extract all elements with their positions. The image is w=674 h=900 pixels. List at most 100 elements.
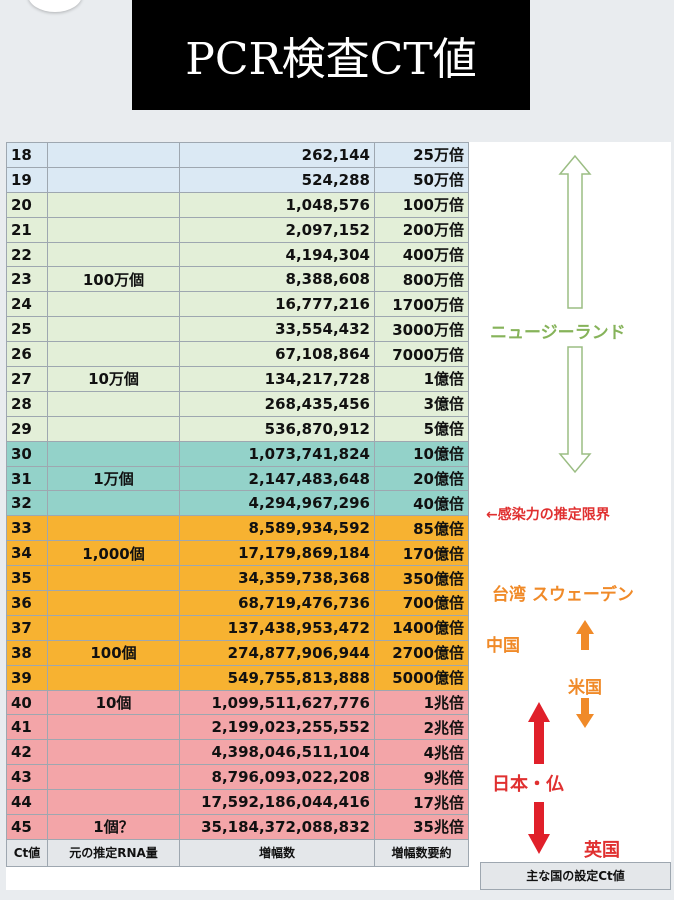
- table-row: 38 100個 274,877,906,944 2700億倍: [6, 639, 469, 666]
- cell-amp: 1,073,741,824: [179, 440, 375, 467]
- cell-approx: 5000億倍: [374, 664, 469, 691]
- japan-up-arrow-icon: [528, 702, 550, 764]
- cell-approx: 5億倍: [374, 415, 469, 442]
- cell-approx: 350億倍: [374, 565, 469, 592]
- cell-amp: 536,870,912: [179, 415, 375, 442]
- cell-ct: 19: [6, 166, 48, 193]
- usa-up-arrow-icon: [576, 620, 594, 650]
- table-row: 19 524,288 50万倍: [6, 166, 469, 193]
- cell-rna: [47, 440, 180, 467]
- cell-amp: 268,435,456: [179, 390, 375, 417]
- arrows-layer: [528, 154, 594, 854]
- cell-ct: 20: [6, 191, 48, 218]
- cell-amp: 8,796,093,022,208: [179, 764, 375, 791]
- header-ct: Ct値: [6, 838, 48, 867]
- cell-approx: 170億倍: [374, 540, 469, 567]
- cell-rna: [47, 291, 180, 318]
- header-amp: 増幅数: [179, 838, 375, 867]
- cell-approx: 3億倍: [374, 390, 469, 417]
- cell-amp: 4,194,304: [179, 241, 375, 268]
- cell-amp: 549,755,813,888: [179, 664, 375, 691]
- cell-ct: 25: [6, 316, 48, 343]
- cell-amp: 4,398,046,511,104: [179, 739, 375, 766]
- nz-up-arrow-icon: [558, 154, 592, 309]
- table-row: 23 100万個 8,388,608 800万倍: [6, 266, 469, 293]
- cell-approx: 25万倍: [374, 142, 469, 168]
- cell-amp: 1,099,511,627,776: [179, 689, 375, 716]
- cell-rna: [47, 565, 180, 592]
- table-row: 45 1個？ 35,184,372,088,832 35兆倍: [6, 814, 469, 840]
- cell-rna: [47, 664, 180, 691]
- cell-approx: 1億倍: [374, 366, 469, 392]
- cell-ct: 22: [6, 241, 48, 268]
- page-title: PCR検査CT値: [132, 0, 530, 110]
- cell-rna: [47, 590, 180, 616]
- ct-table-sheet: 18 262,144 25万倍 19 524,288 50万倍 20 1,048,576 100…: [6, 142, 671, 890]
- cell-approx: 1兆倍: [374, 689, 469, 716]
- cell-approx: 400万倍: [374, 241, 469, 268]
- table-row: 35 34,359,738,368 350億倍: [6, 565, 469, 592]
- cell-ct: 28: [6, 390, 48, 417]
- cell-approx: 35兆倍: [374, 814, 469, 840]
- cell-ct: 45: [6, 814, 48, 840]
- cell-approx: 20億倍: [374, 465, 469, 492]
- table-header-row: Ct値 元の推定RNA量 増幅数 増幅数要約: [6, 838, 469, 867]
- cell-ct: 35: [6, 565, 48, 592]
- cell-amp: 68,719,476,736: [179, 590, 375, 616]
- cell-rna: 100個: [47, 639, 180, 666]
- cell-amp: 2,097,152: [179, 216, 375, 243]
- header-approx: 増幅数要約: [374, 838, 469, 867]
- cell-amp: 262,144: [179, 142, 375, 168]
- table-row: 26 67,108,864 7000万倍: [6, 341, 469, 368]
- label-uk: 英国: [584, 840, 620, 861]
- cell-rna: [47, 789, 180, 816]
- cell-ct: 36: [6, 590, 48, 616]
- label-usa: 米国: [568, 678, 602, 698]
- cell-amp: 67,108,864: [179, 341, 375, 368]
- label-china: 中国: [486, 636, 520, 656]
- cell-amp: 134,217,728: [179, 366, 375, 392]
- cell-amp: 4,294,967,296: [179, 490, 375, 517]
- cell-amp: 17,592,186,044,416: [179, 789, 375, 816]
- cell-rna: 10個: [47, 689, 180, 716]
- countries-column: ニュージーランド ←感染力の推定限界 台湾 スウェーデン 中国 米国 日本・仏 …: [480, 142, 671, 862]
- cell-amp: 137,438,953,472: [179, 614, 375, 641]
- table-row: 30 1,073,741,824 10億倍: [6, 440, 469, 467]
- header-countries: 主な国の設定Ct値: [480, 862, 671, 890]
- cell-amp: 35,184,372,088,832: [179, 814, 375, 840]
- table-row: 33 8,589,934,592 85億倍: [6, 515, 469, 542]
- table-row: 22 4,194,304 400万倍: [6, 241, 469, 268]
- cell-ct: 34: [6, 540, 48, 567]
- cell-rna: [47, 341, 180, 368]
- cell-approx: 40億倍: [374, 490, 469, 517]
- cell-amp: 8,388,608: [179, 266, 375, 293]
- cell-rna: [47, 316, 180, 343]
- cell-rna: [47, 241, 180, 268]
- cell-ct: 24: [6, 291, 48, 318]
- cell-rna: [47, 739, 180, 766]
- table-row: 21 2,097,152 200万倍: [6, 216, 469, 243]
- label-taiwan-sweden: 台湾 スウェーデン: [492, 585, 634, 605]
- cell-ct: 31: [6, 465, 48, 492]
- cell-rna: 10万個: [47, 366, 180, 392]
- table-row: 40 10個 1,099,511,627,776 1兆倍: [6, 689, 469, 716]
- cell-amp: 8,589,934,592: [179, 515, 375, 542]
- header-rna: 元の推定RNA量: [47, 838, 180, 867]
- cell-approx: 9兆倍: [374, 764, 469, 791]
- table-row: 39 549,755,813,888 5000億倍: [6, 664, 469, 691]
- label-new-zealand: ニュージーランド: [490, 323, 626, 343]
- table-row: 25 33,554,432 3000万倍: [6, 316, 469, 343]
- table-body: 18 262,144 25万倍 19 524,288 50万倍 20 1,048,576 100…: [6, 142, 469, 840]
- cell-amp: 33,554,432: [179, 316, 375, 343]
- cell-ct: 26: [6, 341, 48, 368]
- ct-table: 18 262,144 25万倍 19 524,288 50万倍 20 1,048,576 100…: [6, 142, 469, 867]
- cell-rna: [47, 191, 180, 218]
- table-row: 28 268,435,456 3億倍: [6, 390, 469, 417]
- table-row: 34 1,000個 17,179,869,184 170億倍: [6, 540, 469, 567]
- cell-rna: [47, 142, 180, 168]
- cell-amp: 1,048,576: [179, 191, 375, 218]
- cell-approx: 1700万倍: [374, 291, 469, 318]
- table-row: 24 16,777,216 1700万倍: [6, 291, 469, 318]
- cell-rna: [47, 415, 180, 442]
- cell-amp: 2,147,483,648: [179, 465, 375, 492]
